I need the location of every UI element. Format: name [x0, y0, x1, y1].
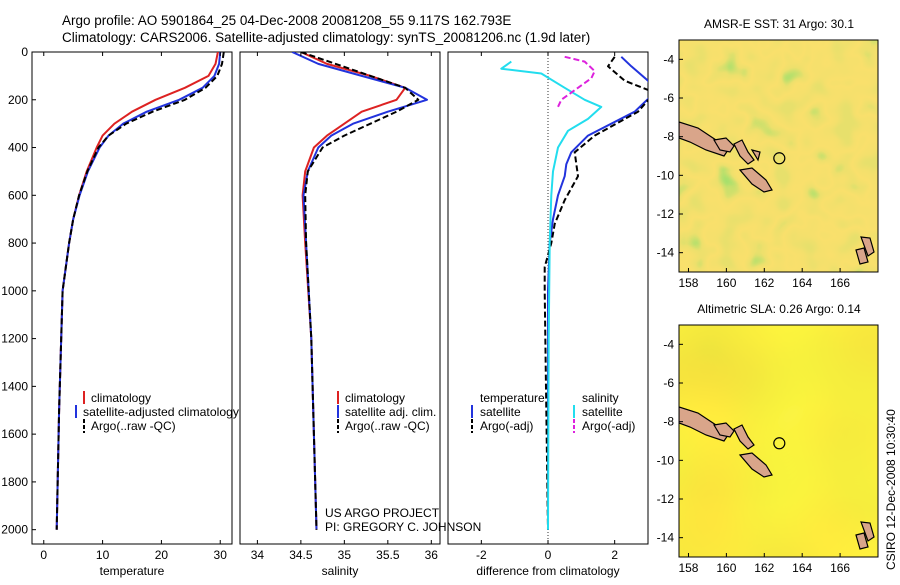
legend-label-sal-climatology: climatology — [345, 391, 405, 405]
timestamp-label: CSIRO 12-Dec-2008 10:30:40 — [884, 409, 898, 570]
salinity-profile-xtick-label-3: 35.5 — [376, 548, 400, 562]
temperature-profile-xlabel: temperature — [100, 564, 165, 578]
map-a-image — [679, 40, 878, 272]
temperature-profile-ytick-label-1: 200 — [8, 93, 28, 107]
legend-label-temp-satellite: satellite — [480, 405, 521, 419]
temperature-profile-ytick-label-7: 1400 — [1, 379, 28, 393]
difference-profile-series-0 — [547, 56, 648, 530]
map-b-frame — [678, 324, 879, 558]
map-a-coastline — [679, 121, 875, 265]
altimetric-sla-map-xtick-label-1: 160 — [716, 561, 736, 575]
difference-profile-xtick-label-2: 2 — [611, 548, 618, 562]
legend-group-salinity: salinity — [582, 391, 619, 405]
temperature-profile-ytick-label-5: 1000 — [1, 284, 28, 298]
header-line1: Argo profile: AO 5901864_25 04-Dec-2008 … — [62, 13, 511, 28]
altimetric-sla-map-ytick-label-5: -14 — [657, 531, 675, 545]
salinity-profile-xtick-label-1: 34.5 — [289, 548, 313, 562]
amsr-e-sst-map-ytick-label-1: -6 — [663, 91, 674, 105]
altimetric-sla-map-xtick-label-3: 164 — [792, 561, 812, 575]
amsr-e-sst-map-ytick-label-0: -4 — [663, 52, 674, 66]
temperature-profile-ytick-label-10: 2000 — [1, 523, 28, 537]
temperature-profile-ytick-label-2: 400 — [8, 141, 28, 155]
amsr-e-sst-map-ytick-label-5: -14 — [657, 246, 675, 260]
project-label: US ARGO PROJECT — [325, 506, 440, 520]
salinity-legend: climatology satellite adj. clim. Argo(..… — [337, 391, 436, 433]
amsr-e-sst-map-xtick-label-1: 160 — [716, 276, 736, 290]
difference-profile-series-2 — [500, 60, 603, 530]
temperature-axes — [31, 51, 233, 545]
difference-profile-xtick-label-0: -2 — [476, 548, 487, 562]
altimetric-sla-map-ytick-label-0: -4 — [663, 337, 674, 351]
map-b-coastline — [679, 406, 875, 550]
salinity-profile-xtick-label-2: 35 — [338, 548, 352, 562]
difference-profile-series-1 — [543, 56, 648, 530]
salinity-profile-xtick-label-0: 34 — [251, 548, 265, 562]
pi-label: PI: GREGORY C. JOHNSON — [325, 520, 481, 534]
altimetric-sla-map-ytick-label-1: -6 — [663, 376, 674, 390]
temperature-profile-series-0 — [55, 52, 219, 530]
legend-label-sal-argo: Argo(..raw -QC) — [345, 419, 430, 433]
salinity-profile-xlabel: salinity — [322, 564, 359, 578]
temperature-profile-xtick-label-2: 20 — [155, 548, 169, 562]
altimetric-sla-map-xtick-label-0: 158 — [678, 561, 698, 575]
altimetric-sla-map-xtick-label-2: 162 — [754, 561, 774, 575]
legend-label-sal-satellite: satellite adj. clim. — [345, 405, 436, 419]
altimetric-sla-map-ytick-label-2: -8 — [663, 415, 674, 429]
map-b-title: Altimetric SLA: 0.26 Argo: 0.14 — [697, 302, 861, 316]
map-b-argo-marker — [773, 437, 786, 450]
salinity-profile-series-1 — [291, 52, 428, 530]
altimetric-sla-map-xtick-label-4: 166 — [830, 561, 850, 575]
legend-label-argo: Argo(..raw -QC) — [91, 419, 176, 433]
temperature-profile-xtick-label-3: 30 — [214, 548, 228, 562]
temperature-profile-series-1 — [55, 52, 222, 530]
header-line2: Climatology: CARS2006. Satellite-adjuste… — [62, 30, 590, 45]
legend-label-temp-argo: Argo(-adj) — [480, 419, 533, 433]
salinity-axes — [239, 51, 441, 545]
altimetric-sla-map-ytick-label-4: -12 — [657, 492, 675, 506]
amsr-e-sst-map-xtick-label-2: 162 — [754, 276, 774, 290]
amsr-e-sst-map-ytick-label-3: -10 — [657, 168, 675, 182]
amsr-e-sst-map-ytick-label-2: -8 — [663, 130, 674, 144]
temperature-profile-ytick-label-4: 800 — [8, 236, 28, 250]
difference-legend: temperature salinity satellite Argo(-adj… — [471, 391, 635, 433]
amsr-e-sst-map-xtick-label-0: 158 — [678, 276, 698, 290]
legend-label-climatology: climatology — [91, 391, 151, 405]
map-a-title: AMSR-E SST: 31 Argo: 30.1 — [704, 17, 854, 31]
temperature-profile-ytick-label-8: 1600 — [1, 427, 28, 441]
difference-profile-series-3 — [557, 55, 596, 108]
map-a-argo-marker — [773, 152, 786, 165]
temperature-profile-xtick-label-0: 0 — [40, 548, 47, 562]
temperature-profile-ytick-label-0: 0 — [21, 45, 28, 59]
amsr-e-sst-map-xtick-label-3: 164 — [792, 276, 812, 290]
amsr-e-sst-map-ytick-label-4: -12 — [657, 207, 675, 221]
map-a-frame — [678, 39, 879, 273]
amsr-e-sst-map-xtick-label-4: 166 — [830, 276, 850, 290]
legend-group-temperature: temperature — [480, 391, 545, 405]
legend-label-sal-argo-diff: Argo(-adj) — [582, 419, 635, 433]
legend-label-sal-satellite-diff: satellite — [582, 405, 623, 419]
salinity-profile-xtick-label-4: 36 — [425, 548, 439, 562]
temperature-profile-xtick-label-1: 10 — [96, 548, 110, 562]
map-b-image — [679, 325, 878, 557]
difference-profile-xlabel: difference from climatology — [476, 564, 619, 578]
temperature-profile-ytick-label-3: 600 — [8, 188, 28, 202]
temperature-profile-ytick-label-9: 1800 — [1, 475, 28, 489]
altimetric-sla-map-ytick-label-3: -10 — [657, 453, 675, 467]
temperature-profile-series-2 — [55, 52, 225, 530]
legend-label-satellite-adjusted: satellite-adjusted climatology — [83, 405, 239, 419]
difference-profile-xtick-label-1: 0 — [545, 548, 552, 562]
temperature-legend: climatology satellite-adjusted climatolo… — [75, 391, 239, 433]
temperature-profile-ytick-label-6: 1200 — [1, 332, 28, 346]
salinity-profile-series-2 — [300, 52, 420, 530]
